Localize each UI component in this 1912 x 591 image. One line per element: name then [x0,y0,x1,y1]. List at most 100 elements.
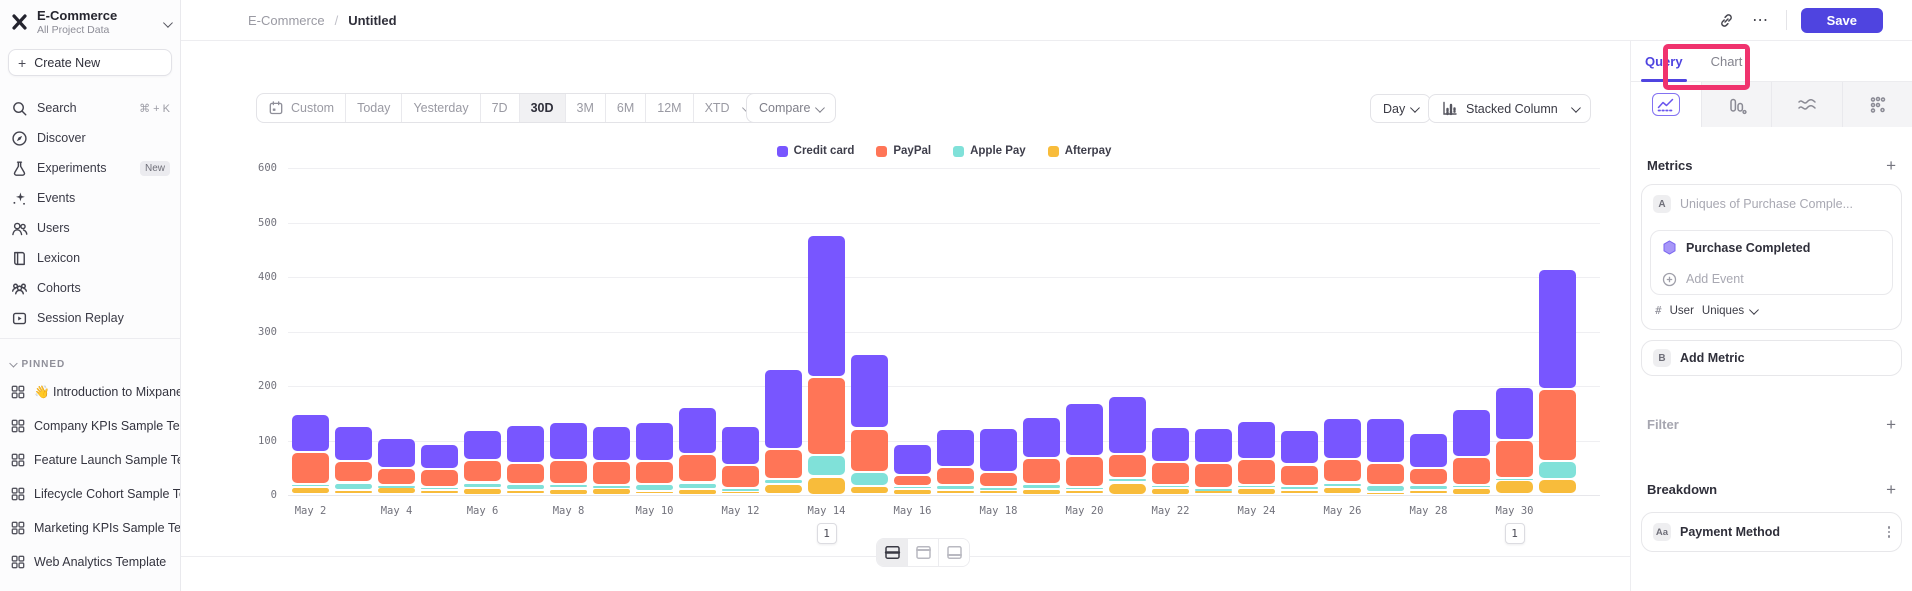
bar-may-7-credit-card[interactable] [507,425,544,462]
bar-may-28-paypal[interactable] [1410,469,1447,484]
sidebar-item-events[interactable]: Events [0,183,180,213]
sidebar-item-search[interactable]: Search ⌘ + K [0,93,180,123]
bar-may-28-credit-card[interactable] [1410,433,1447,468]
bar-may-5-apple-pay[interactable] [421,487,458,490]
bar-may-20-apple-pay[interactable] [1066,487,1103,490]
breadcrumb-page-title[interactable]: Untitled [348,12,397,28]
bar-may-29-afterpay[interactable] [1453,489,1490,494]
granularity-dropdown[interactable]: Day [1370,94,1431,123]
layout-option-1[interactable] [877,539,907,566]
range-today[interactable]: Today [345,94,401,122]
range-30d[interactable]: 30D [518,94,565,122]
bar-may-9-afterpay[interactable] [593,489,630,494]
bar-may-4-apple-pay[interactable] [378,486,415,488]
bar-may-3-apple-pay[interactable] [335,483,372,490]
bar-may-20-credit-card[interactable] [1066,403,1103,456]
bar-may-19-paypal[interactable] [1023,459,1060,483]
add-event-row[interactable]: Add Event [1651,264,1892,294]
bar-may-27-afterpay[interactable] [1367,492,1404,495]
bar-may-15-apple-pay[interactable] [851,472,888,486]
bar-may-10-paypal[interactable] [636,461,673,483]
bar-may-31-paypal[interactable] [1539,390,1576,461]
bar-may-24-afterpay[interactable] [1238,489,1275,494]
bar-may-2-paypal[interactable] [292,453,329,483]
bar-may-23-afterpay[interactable] [1195,491,1232,494]
bar-may-14-afterpay[interactable] [808,477,845,494]
sidebar-item-session-replay[interactable]: Session Replay [0,303,180,333]
bar-may-15-afterpay[interactable] [851,487,888,494]
bar-may-14-paypal[interactable] [808,378,845,454]
bar-may-18-paypal[interactable] [980,472,1017,487]
bar-may-8-afterpay[interactable] [550,489,587,494]
bar-may-9-paypal[interactable] [593,461,630,485]
layout-option-3[interactable] [938,539,969,566]
bar-may-29-paypal[interactable] [1453,458,1490,484]
bar-may-20-afterpay[interactable] [1066,491,1103,494]
legend-item-afterpay[interactable]: Afterpay [1047,145,1111,157]
legend-item-credit-card[interactable]: Credit card [776,145,854,157]
pinned-board-introduction-to-mixpanel-bo[interactable]: 👋 Introduction to Mixpanel Bo [0,375,180,409]
bar-may-12-credit-card[interactable] [722,427,759,464]
bar-may-11-paypal[interactable] [679,454,716,482]
bar-may-4-credit-card[interactable] [378,439,415,468]
bar-may-27-apple-pay[interactable] [1367,485,1404,491]
add-metric-plus-icon[interactable]: + [1886,156,1896,175]
sidebar-item-lexicon[interactable]: Lexicon [0,243,180,273]
bar-may-7-afterpay[interactable] [507,490,544,494]
metric-card-b[interactable]: B Add Metric [1641,340,1902,376]
bar-may-12-apple-pay[interactable] [722,489,759,491]
bar-may-27-paypal[interactable] [1367,463,1404,484]
more-options-icon[interactable]: ⋯ [1752,12,1770,29]
bar-may-6-apple-pay[interactable] [464,483,501,487]
measure-row[interactable]: # User Uniques [1642,295,1901,319]
layout-option-2[interactable] [907,539,938,566]
bar-may-2-credit-card[interactable] [292,414,329,451]
bar-may-3-paypal[interactable] [335,461,372,482]
pinned-section-header[interactable]: PINNED [0,353,180,375]
bar-may-31-apple-pay[interactable] [1539,462,1576,479]
bar-may-26-credit-card[interactable] [1324,419,1361,459]
bar-may-23-apple-pay[interactable] [1195,489,1232,491]
bar-may-25-apple-pay[interactable] [1281,486,1318,490]
bar-may-19-afterpay[interactable] [1023,490,1060,494]
range-xtd[interactable]: XTD [692,94,760,122]
bar-may-20-paypal[interactable] [1066,457,1103,486]
bar-may-2-afterpay[interactable] [292,488,329,494]
bar-may-23-paypal[interactable] [1195,463,1232,487]
bar-may-5-afterpay[interactable] [421,490,458,494]
chart-type-dropdown[interactable]: Stacked Column [1428,94,1592,123]
bar-may-25-credit-card[interactable] [1281,431,1318,464]
bar-may-29-credit-card[interactable] [1453,409,1490,457]
bar-may-8-credit-card[interactable] [550,423,587,460]
bar-may-19-apple-pay[interactable] [1023,484,1060,489]
range-12m[interactable]: 12M [645,94,692,122]
measure-type-dropdown[interactable]: Uniques [1702,305,1759,317]
bar-may-16-paypal[interactable] [894,476,931,485]
bar-may-7-apple-pay[interactable] [507,484,544,489]
bar-may-25-paypal[interactable] [1281,465,1318,485]
bar-may-13-paypal[interactable] [765,450,802,479]
bar-may-10-credit-card[interactable] [636,423,673,460]
event-row[interactable]: Purchase Completed [1651,231,1892,264]
bar-may-17-apple-pay[interactable] [937,485,974,490]
chart-style-flow-icon[interactable] [1771,82,1842,127]
bar-may-6-credit-card[interactable] [464,431,501,460]
bar-may-30-credit-card[interactable] [1496,387,1533,439]
bar-may-11-afterpay[interactable] [679,490,716,494]
bar-may-19-credit-card[interactable] [1023,417,1060,457]
bar-may-16-credit-card[interactable] [894,444,931,475]
pinned-board-web-analytics-template[interactable]: Web Analytics Template [0,545,180,579]
bar-may-31-afterpay[interactable] [1539,480,1576,494]
bar-may-2-apple-pay[interactable] [292,484,329,487]
bar-may-10-afterpay[interactable] [636,491,673,494]
add-filter-plus-icon[interactable]: + [1886,415,1896,434]
bar-may-30-paypal[interactable] [1496,441,1533,477]
bar-may-26-paypal[interactable] [1324,460,1361,482]
bar-may-22-afterpay[interactable] [1152,489,1189,494]
bar-may-5-paypal[interactable] [421,470,458,486]
legend-item-apple-pay[interactable]: Apple Pay [953,145,1026,157]
bar-may-24-apple-pay[interactable] [1238,485,1275,488]
bar-may-21-apple-pay[interactable] [1109,479,1146,482]
breadcrumb-project[interactable]: E-Commerce [248,12,325,28]
save-button[interactable]: Save [1800,7,1883,33]
